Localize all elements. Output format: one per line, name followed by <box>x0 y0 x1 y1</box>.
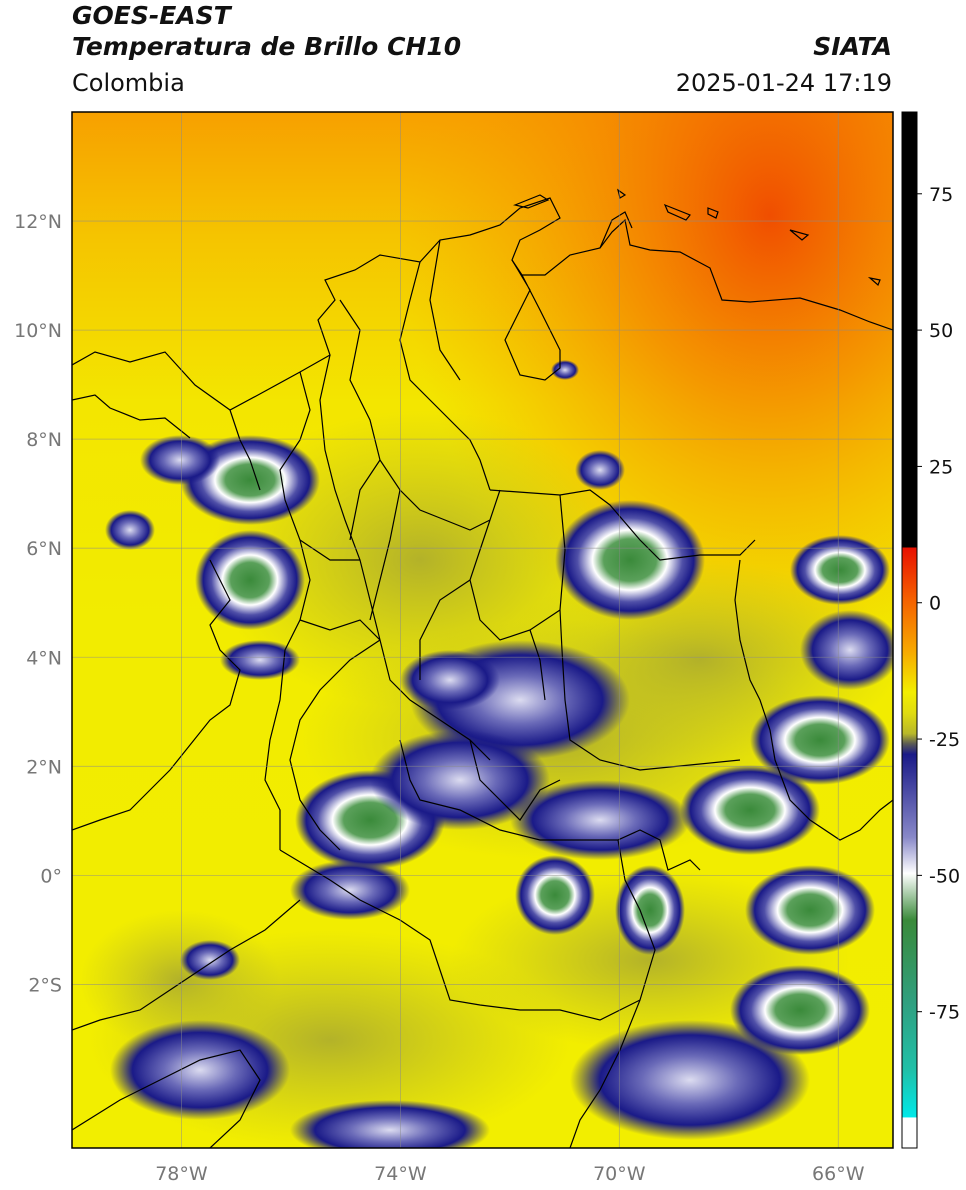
colorbar-tick-label: 75 <box>929 184 953 206</box>
source-block: SIATA 2025-01-24 17:19 <box>676 31 892 98</box>
satellite-image <box>72 112 893 1148</box>
lon-tick-label: 66°W <box>812 1163 865 1185</box>
lat-tick-label: 6°N <box>26 538 62 560</box>
map-frame <box>71 111 894 1149</box>
gridlines <box>72 112 893 1148</box>
lat-tick-label: 4°N <box>26 647 62 669</box>
lon-tick-label: 74°W <box>374 1163 427 1185</box>
colorbar-tick-label: 0 <box>929 593 941 615</box>
lat-tick-label: 2°S <box>28 974 62 996</box>
lat-tick-label: 2°N <box>26 756 62 778</box>
colorbar-tick-label: 25 <box>929 456 953 478</box>
lat-tick-label: 8°N <box>26 429 62 451</box>
colorbar-tick-label: 50 <box>929 320 953 342</box>
satellite-title: GOES-EAST <box>72 1 231 30</box>
region-label: Colombia <box>72 69 185 97</box>
source-label: SIATA <box>813 32 892 61</box>
colorbar-ticks: 75 50 25 0 -25 -50 -75 <box>917 184 960 1024</box>
latitude-axis: 12°N 10°N 8°N 6°N 4°N 2°N 0° 2°S <box>14 211 62 996</box>
lat-tick-label: 0° <box>40 865 62 887</box>
title-block: GOES-EAST Temperatura de Brillo CH10 Col… <box>72 0 461 98</box>
colorbar-tick-label: -50 <box>929 865 960 887</box>
colorbar-tick-label: -25 <box>929 729 960 751</box>
lon-tick-label: 70°W <box>593 1163 646 1185</box>
timestamp-label: 2025-01-24 17:19 <box>675 69 892 97</box>
lat-tick-label: 10°N <box>14 320 62 342</box>
colorbar: 75 50 25 0 -25 -50 -75 <box>901 111 960 1149</box>
colorbar-scale <box>901 111 918 1149</box>
colorbar-tick-label: -75 <box>929 1002 960 1024</box>
boundaries <box>72 188 893 1148</box>
lat-tick-label: 12°N <box>14 211 62 233</box>
longitude-axis: 78°W 74°W 70°W 66°W <box>155 1163 864 1185</box>
lon-tick-label: 78°W <box>155 1163 208 1185</box>
product-title: Temperatura de Brillo CH10 <box>72 32 462 61</box>
